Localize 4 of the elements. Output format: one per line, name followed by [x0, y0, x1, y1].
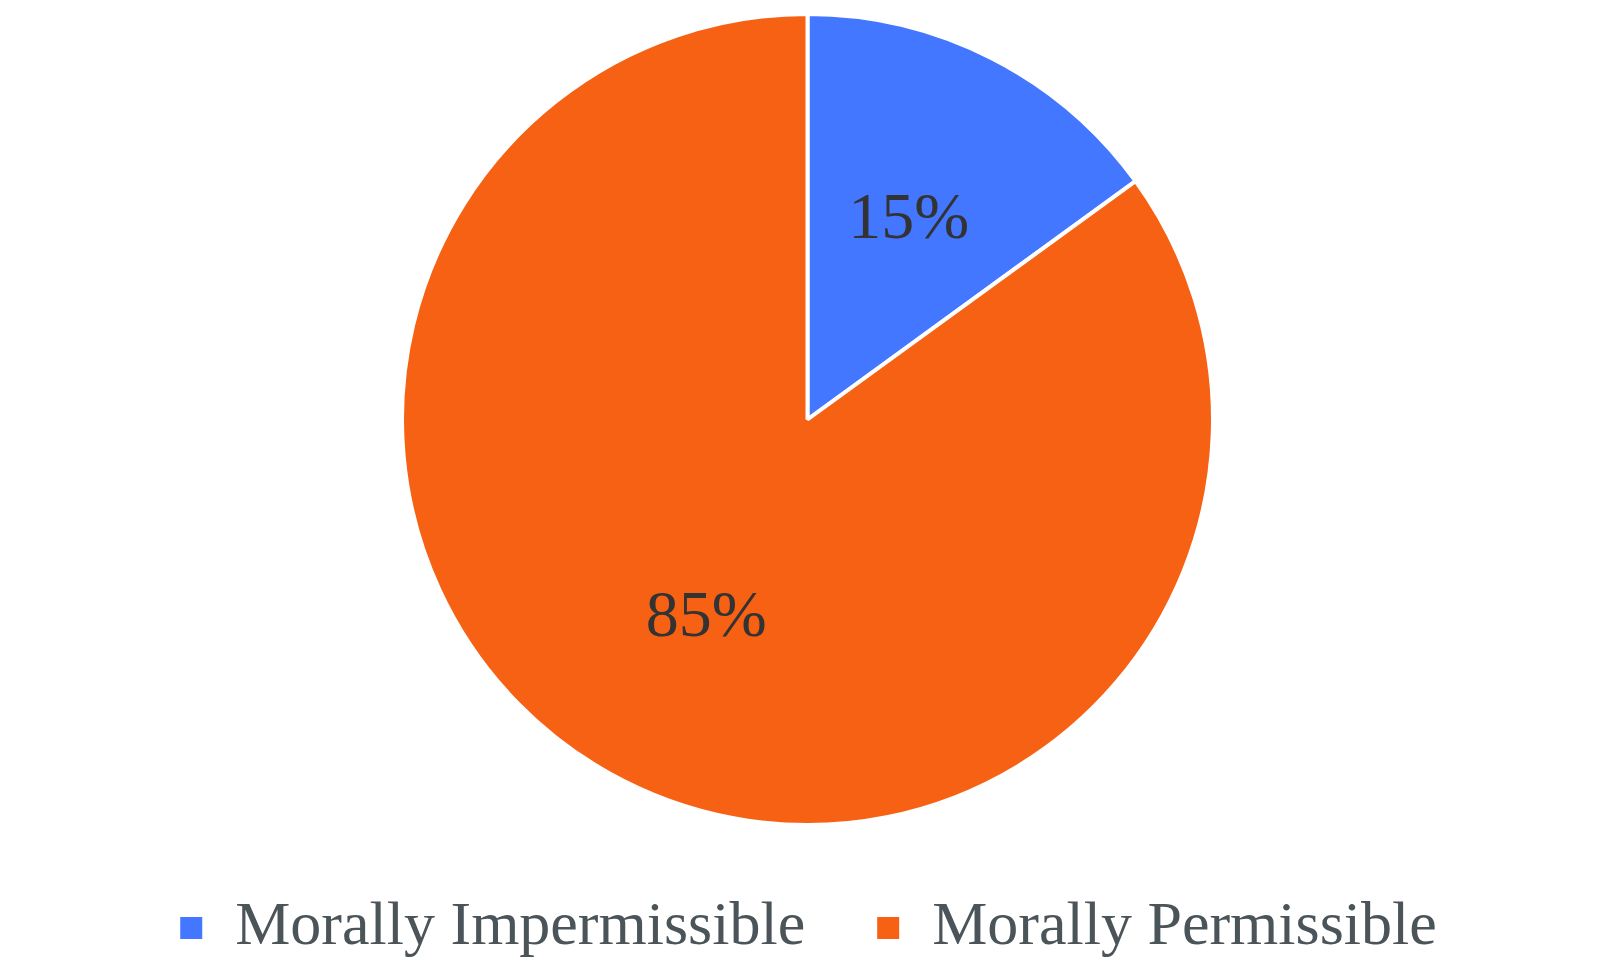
data-label: 15% [848, 179, 970, 253]
legend-label: Morally Permissible [932, 889, 1437, 958]
legend-label: Morally Impermissible [235, 889, 806, 958]
data-label: 85% [645, 576, 767, 650]
